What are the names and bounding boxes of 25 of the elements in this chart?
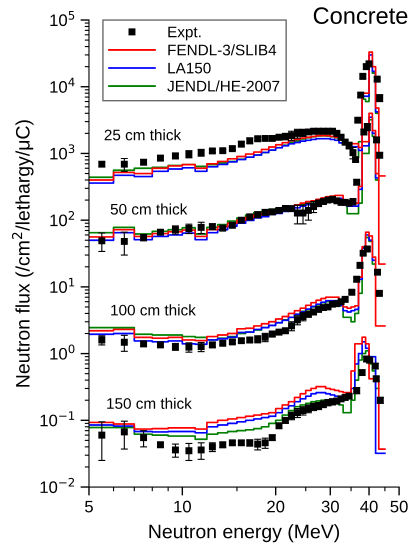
x-tick-label: 10 xyxy=(174,500,191,512)
legend-label: FENDL-3/SLIB4 xyxy=(168,44,276,56)
annotation: 25 cm thick xyxy=(104,129,182,140)
y-tick-label: 10$^{0}$ xyxy=(50,344,74,360)
y-tick-label: 10$^{3}$ xyxy=(50,144,74,160)
y-tick-label: 10$^{−2}$ xyxy=(40,478,74,494)
x-tick-label: 30 xyxy=(322,500,339,512)
annotation: 150 cm thick xyxy=(107,398,192,409)
legend-label: LA150 xyxy=(168,62,211,74)
x-axis-title: Neutron energy (MeV) xyxy=(149,524,340,542)
x-tick-label: 50 xyxy=(390,500,408,512)
y-tick-label: 10$^{−1}$ xyxy=(40,411,74,426)
annotation: 100 cm thick xyxy=(111,304,196,316)
x-tick-label: 5 xyxy=(85,500,93,512)
annotation: 50 cm thick xyxy=(110,203,188,215)
chart-title: Concrete xyxy=(314,7,408,24)
y-tick-label: 10$^{1}$ xyxy=(50,278,74,293)
y-tick-label: 10$^{2}$ xyxy=(50,211,74,226)
y-tick-label: 10$^{4}$ xyxy=(50,78,75,93)
legend-label: Expt. xyxy=(168,26,201,40)
x-tick-label: 20 xyxy=(267,500,284,512)
y-axis-title: Neutron flux (/cm$^{2}$/lethargy/μC) xyxy=(12,120,34,387)
y-tick-label: 10$^{5}$ xyxy=(50,11,74,26)
x-tick-label: 40 xyxy=(360,500,378,512)
legend-label: JENDL/HE-2007 xyxy=(167,80,280,92)
